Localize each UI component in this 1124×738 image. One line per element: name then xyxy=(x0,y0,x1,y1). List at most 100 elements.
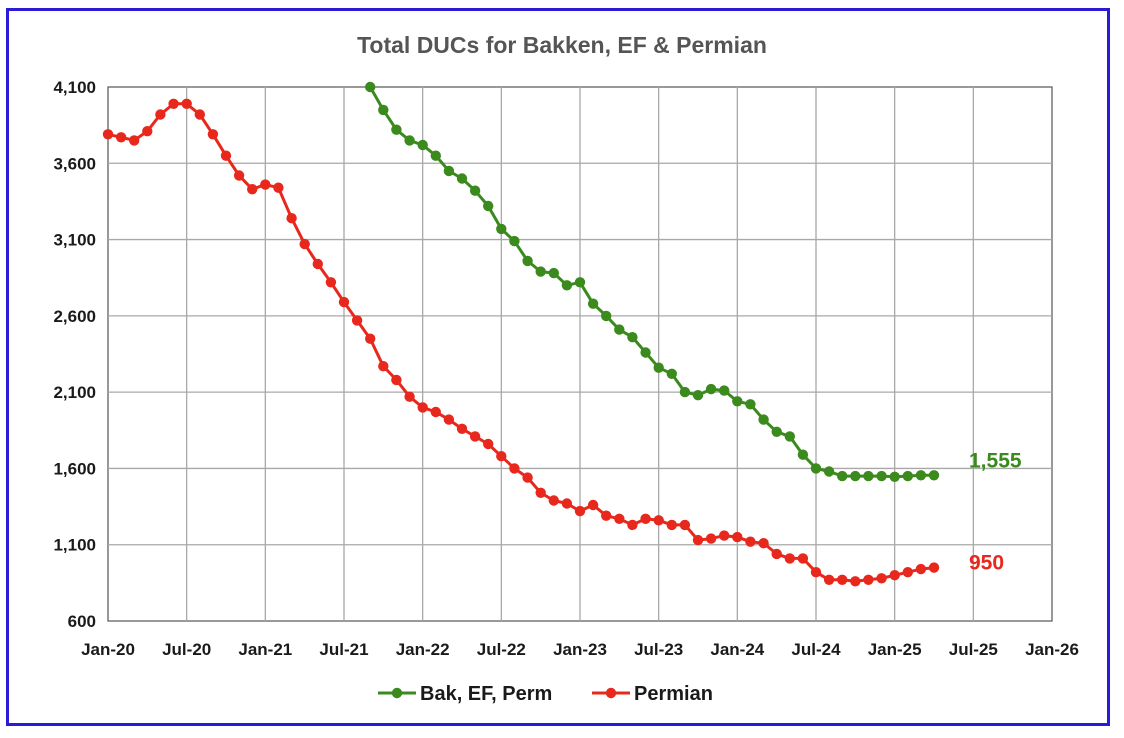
data-point xyxy=(194,109,205,120)
data-point xyxy=(181,98,192,110)
data-point xyxy=(889,471,900,482)
data-point xyxy=(233,170,245,181)
x-tick-label: Jul-22 xyxy=(477,640,526,659)
data-point xyxy=(614,324,625,335)
data-point xyxy=(574,277,586,288)
data-point xyxy=(115,132,127,143)
data-point xyxy=(483,200,494,212)
data-point xyxy=(928,470,940,481)
data-point xyxy=(483,438,494,450)
data-point xyxy=(719,530,730,541)
gridlines xyxy=(108,87,1052,621)
data-point xyxy=(378,361,389,372)
data-point xyxy=(601,510,612,521)
data-point xyxy=(509,463,520,474)
data-point xyxy=(496,451,507,462)
data-point xyxy=(587,499,599,511)
data-point xyxy=(719,385,730,396)
data-point xyxy=(443,414,455,425)
data-point xyxy=(679,386,691,398)
data-point xyxy=(260,179,271,190)
data-point xyxy=(404,391,415,402)
data-point xyxy=(548,267,559,279)
series-bak-ef-perm: 1,555 xyxy=(365,81,1022,482)
data-point xyxy=(522,255,533,267)
chart-title: Total DUCs for Bakken, EF & Permian xyxy=(357,32,767,58)
data-point xyxy=(548,495,559,506)
data-point xyxy=(443,165,455,177)
series-permian: 950 xyxy=(102,98,1004,587)
data-point xyxy=(666,519,677,531)
data-point xyxy=(299,238,310,250)
data-point xyxy=(102,129,114,140)
data-point xyxy=(391,374,402,386)
data-point xyxy=(863,574,874,585)
data-point xyxy=(640,513,651,524)
x-tick-label: Jan-24 xyxy=(710,640,764,659)
data-point xyxy=(758,538,769,549)
y-tick-label: 2,600 xyxy=(53,307,96,326)
data-point xyxy=(469,431,481,442)
data-point xyxy=(771,548,782,560)
data-point xyxy=(338,296,350,308)
series-layer: 1,555 950 xyxy=(102,81,1022,587)
y-tick-label: 1,600 xyxy=(53,459,96,478)
data-point xyxy=(587,298,599,309)
data-point xyxy=(535,487,546,498)
data-point xyxy=(653,515,664,526)
data-point xyxy=(732,531,743,543)
data-point xyxy=(430,150,441,161)
data-point xyxy=(876,470,887,482)
data-point xyxy=(784,553,795,564)
end-value-label: 1,555 xyxy=(969,449,1022,472)
data-point xyxy=(797,449,809,460)
data-point xyxy=(561,498,573,509)
data-point xyxy=(378,104,389,116)
data-point xyxy=(810,567,822,578)
data-point xyxy=(273,182,284,193)
data-point xyxy=(627,332,638,343)
data-point xyxy=(876,573,887,584)
x-tick-label: Jul-20 xyxy=(162,640,211,659)
data-point xyxy=(614,513,625,524)
data-point xyxy=(351,315,363,326)
data-point xyxy=(561,280,573,291)
data-point xyxy=(692,390,704,401)
data-point xyxy=(653,362,664,373)
y-tick-label: 3,600 xyxy=(53,154,96,173)
data-point xyxy=(168,98,179,110)
data-point xyxy=(758,414,769,425)
x-tick-label: Jan-23 xyxy=(553,640,607,659)
data-point xyxy=(915,563,927,575)
data-point xyxy=(417,139,428,151)
data-point xyxy=(732,396,743,407)
x-tick-label: Jul-21 xyxy=(319,640,368,659)
data-point xyxy=(574,505,586,517)
data-point xyxy=(902,567,913,578)
data-point xyxy=(456,423,468,434)
series-line xyxy=(107,102,935,583)
data-point xyxy=(496,223,507,235)
data-point xyxy=(247,184,258,195)
data-point xyxy=(666,368,677,379)
data-point xyxy=(365,333,376,344)
x-tick-label: Jul-25 xyxy=(949,640,998,659)
y-tick-label: 4,100 xyxy=(53,78,96,97)
y-tick-label: 600 xyxy=(68,612,96,631)
data-point xyxy=(220,150,232,161)
end-value-label: 950 xyxy=(969,552,1004,575)
data-point xyxy=(365,81,376,93)
data-point xyxy=(889,570,900,581)
y-tick-label: 3,100 xyxy=(53,231,96,250)
data-point xyxy=(155,109,166,120)
legend-swatch-marker xyxy=(605,687,617,699)
data-point xyxy=(640,347,651,358)
legend-label: Permian xyxy=(634,683,713,705)
x-tick-label: Jul-23 xyxy=(634,640,683,659)
y-tick-label: 1,100 xyxy=(53,536,96,555)
data-point xyxy=(705,383,717,395)
axis-ticks: 600 1,100 1,600 2,100 2,600 3,100 3,600 4,100 Ja… xyxy=(53,78,1078,659)
data-point xyxy=(404,135,415,146)
data-point xyxy=(823,574,835,585)
data-point xyxy=(417,402,428,413)
